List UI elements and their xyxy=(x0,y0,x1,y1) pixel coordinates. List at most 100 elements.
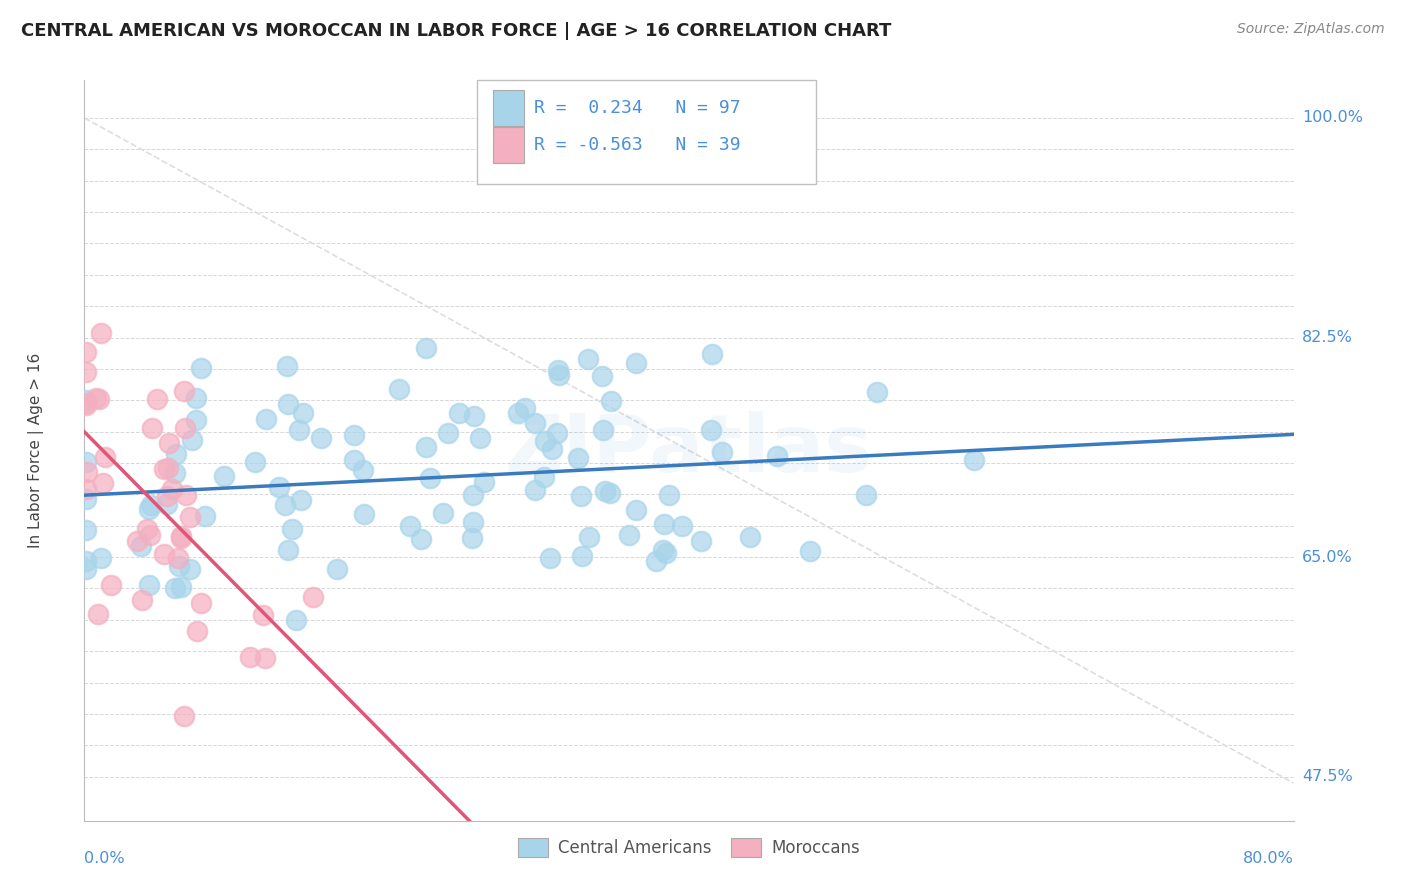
Point xyxy=(411,532,433,546)
Point xyxy=(671,519,693,533)
Point xyxy=(141,498,163,512)
Point xyxy=(75,562,97,576)
Point xyxy=(152,547,174,561)
Point xyxy=(190,596,212,610)
Point xyxy=(179,562,201,576)
Point xyxy=(302,590,325,604)
Point xyxy=(93,450,115,465)
Point xyxy=(658,488,681,502)
Point xyxy=(546,425,568,440)
Point xyxy=(87,392,110,406)
Point xyxy=(254,412,277,426)
Point xyxy=(548,368,571,383)
Point xyxy=(415,341,437,355)
Text: 100.0%: 100.0% xyxy=(1302,111,1362,126)
Point xyxy=(141,421,163,435)
Point xyxy=(652,543,675,558)
Point xyxy=(173,421,195,435)
Point xyxy=(399,519,422,533)
Point xyxy=(652,517,675,532)
Point xyxy=(75,398,97,412)
Point xyxy=(419,471,441,485)
Point xyxy=(173,384,195,398)
Point xyxy=(470,431,492,445)
Point xyxy=(276,359,298,373)
Point xyxy=(292,406,315,420)
Point xyxy=(75,344,97,359)
Point xyxy=(533,470,555,484)
Text: 82.5%: 82.5% xyxy=(1302,330,1353,345)
Point xyxy=(415,440,437,454)
Text: ZIPatlas: ZIPatlas xyxy=(505,411,873,490)
Point xyxy=(277,397,299,411)
Point xyxy=(243,455,266,469)
Point xyxy=(166,550,188,565)
FancyBboxPatch shape xyxy=(494,127,524,163)
Point xyxy=(75,396,97,410)
Text: R =  0.234   N = 97: R = 0.234 N = 97 xyxy=(534,99,741,118)
Point xyxy=(139,527,162,541)
Legend: Central Americans, Moroccans: Central Americans, Moroccans xyxy=(512,831,866,864)
Point xyxy=(152,462,174,476)
Point xyxy=(75,523,97,537)
Point xyxy=(76,465,98,479)
Point xyxy=(288,423,311,437)
Point xyxy=(866,384,889,399)
Point xyxy=(156,497,179,511)
Text: In Labor Force | Age > 16: In Labor Force | Age > 16 xyxy=(28,353,44,548)
Text: 65.0%: 65.0% xyxy=(1302,549,1353,565)
Point xyxy=(75,454,97,468)
Point xyxy=(432,506,454,520)
Point xyxy=(463,516,485,530)
Point xyxy=(75,554,97,568)
Point xyxy=(253,650,276,665)
Point xyxy=(513,401,536,415)
Point xyxy=(388,383,411,397)
Point xyxy=(576,351,599,366)
Point xyxy=(547,363,569,377)
Point xyxy=(284,613,307,627)
Point xyxy=(136,523,159,537)
Point xyxy=(799,544,821,558)
Point xyxy=(87,607,110,622)
Text: 47.5%: 47.5% xyxy=(1302,769,1353,784)
Point xyxy=(689,534,711,549)
Point xyxy=(179,510,201,524)
Point xyxy=(90,551,112,566)
Text: 80.0%: 80.0% xyxy=(1243,851,1294,866)
Point xyxy=(461,531,484,545)
Text: Source: ZipAtlas.com: Source: ZipAtlas.com xyxy=(1237,22,1385,37)
Point xyxy=(533,434,555,449)
Point xyxy=(541,442,564,456)
Point xyxy=(156,489,179,503)
Point xyxy=(252,608,274,623)
Point xyxy=(125,533,148,548)
Point xyxy=(138,578,160,592)
Point xyxy=(145,392,167,407)
Point xyxy=(567,450,589,465)
Point xyxy=(157,436,180,450)
Point xyxy=(571,549,593,563)
Point xyxy=(170,531,193,545)
Point xyxy=(75,491,97,506)
Point xyxy=(186,624,208,638)
Point xyxy=(463,488,485,502)
Point xyxy=(75,393,97,408)
Point xyxy=(181,433,204,447)
Point xyxy=(523,483,546,498)
Point xyxy=(267,479,290,493)
Point xyxy=(156,460,179,475)
Point xyxy=(75,365,97,379)
Point xyxy=(90,326,112,341)
Point xyxy=(176,488,198,502)
Point xyxy=(700,347,723,361)
Point xyxy=(599,393,621,408)
Point xyxy=(277,543,299,558)
Point xyxy=(765,449,787,463)
Point xyxy=(129,539,152,553)
Point xyxy=(508,406,530,420)
Point xyxy=(170,529,193,543)
Point xyxy=(538,551,561,566)
Point xyxy=(160,482,183,496)
Point xyxy=(591,369,613,384)
